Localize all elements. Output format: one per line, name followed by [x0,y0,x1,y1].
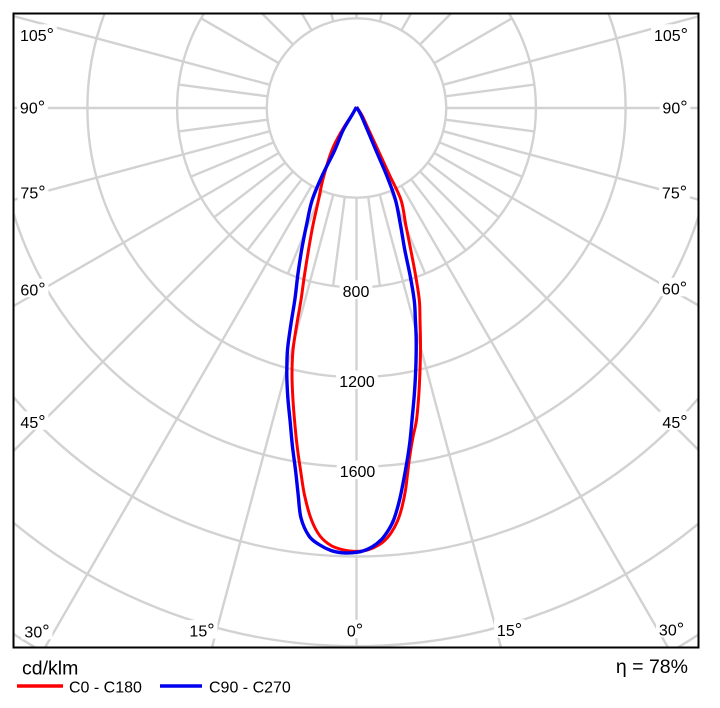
svg-text:105°: 105° [20,24,54,45]
svg-text:1200: 1200 [339,374,375,391]
svg-text:60°: 60° [662,277,687,298]
svg-text:cd/klm: cd/klm [22,658,78,680]
svg-text:30°: 30° [659,618,684,639]
svg-text:75°: 75° [662,181,687,202]
svg-text:C90 - C270: C90 - C270 [209,680,291,697]
svg-text:75°: 75° [20,181,45,202]
svg-text:90°: 90° [662,96,687,117]
svg-text:30°: 30° [24,620,49,641]
svg-text:0°: 0° [347,619,363,640]
svg-text:η = 78%: η = 78% [616,656,688,678]
svg-text:90°: 90° [20,96,45,117]
svg-text:60°: 60° [20,278,45,299]
svg-text:C0 - C180: C0 - C180 [69,680,142,697]
svg-text:105°: 105° [654,24,688,45]
svg-text:800: 800 [343,284,370,301]
svg-text:45°: 45° [662,411,687,432]
svg-text:45°: 45° [20,411,45,432]
svg-text:15°: 15° [189,620,214,641]
svg-text:1600: 1600 [340,464,376,481]
svg-text:15°: 15° [497,619,522,640]
